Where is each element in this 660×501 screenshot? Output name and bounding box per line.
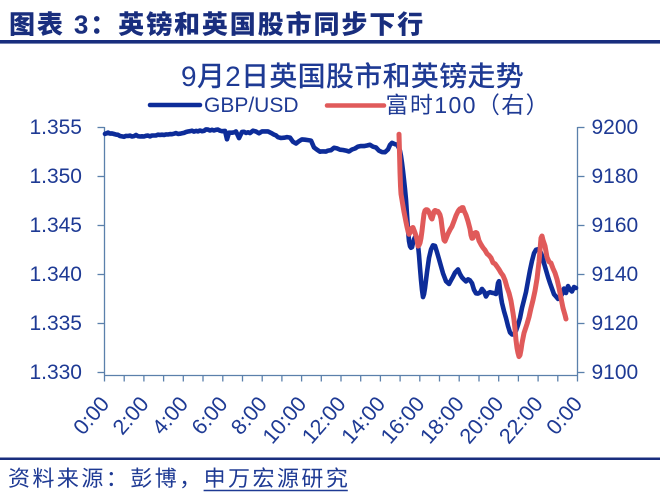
svg-text:9120: 9120 [592,312,639,335]
svg-text:1.340: 1.340 [29,263,82,286]
svg-text:9160: 9160 [592,214,639,237]
svg-text:1.350: 1.350 [29,165,82,188]
svg-text:9100: 9100 [592,361,639,384]
svg-text:1.330: 1.330 [29,361,82,384]
svg-text:9140: 9140 [592,263,639,286]
svg-text:9200: 9200 [592,116,639,139]
svg-text:1.355: 1.355 [29,116,82,139]
svg-text:1.345: 1.345 [29,214,82,237]
svg-text:9180: 9180 [592,165,639,188]
svg-text:GBP/USD: GBP/USD [204,94,299,117]
svg-text:1.335: 1.335 [29,312,82,335]
